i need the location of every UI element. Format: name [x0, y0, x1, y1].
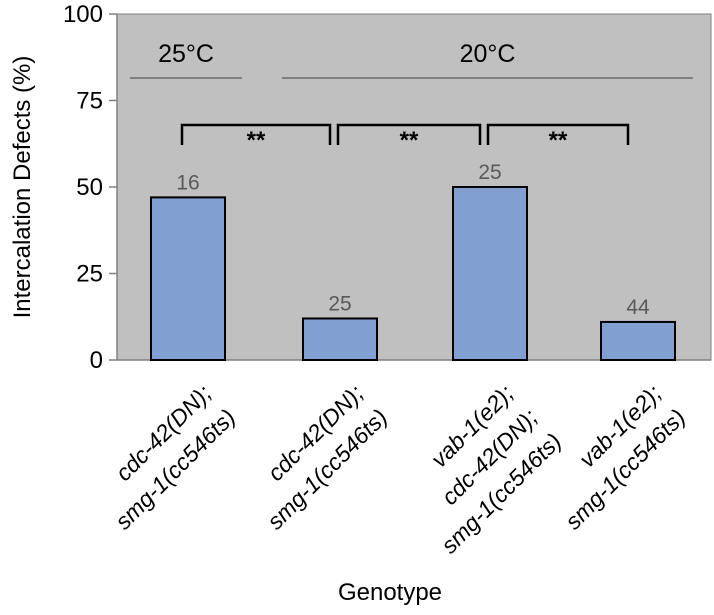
significance-label: ** [247, 127, 266, 154]
x-category-label: vab-1(e2);smg-1(cc546ts) [560, 380, 690, 534]
y-tick-label: 75 [76, 88, 103, 115]
x-category-label: cdc-42(DN);smg-1(cc546ts) [110, 380, 240, 534]
bar [600, 320, 676, 362]
bar-n-label: 44 [626, 296, 650, 319]
bar [452, 186, 528, 361]
bars: 16 25 25 44 [150, 161, 676, 362]
bar [150, 196, 226, 361]
annotations: 25°C 20°C ** ** ** [130, 40, 693, 154]
bar [302, 317, 378, 362]
y-tick-label: 0 [90, 347, 103, 374]
x-categories: cdc-42(DN);smg-1(cc546ts) cdc-42(DN);smg-… [110, 380, 690, 559]
y-tick-label: 25 [76, 261, 103, 288]
x-category-label: cdc-42(DN);smg-1(cc546ts) [262, 380, 392, 534]
temperature-group-label: 25°C [158, 40, 214, 68]
y-tick-label: 50 [76, 174, 103, 201]
significance-bracket [336, 123, 482, 145]
significance-label: ** [400, 127, 419, 154]
significance-label: ** [549, 127, 568, 154]
bar-n-label: 25 [478, 161, 501, 184]
x-category-label: vab-1(e2);cdc-42(DN);smg-1(cc546ts) [426, 380, 567, 559]
significance-bracket [180, 123, 332, 145]
x-axis-title: Genotype [338, 579, 442, 606]
y-tick-label: 100 [63, 1, 103, 28]
temperature-group-label: 20°C [460, 40, 516, 68]
significance-bracket [486, 123, 630, 145]
bar-n-label: 16 [176, 171, 199, 194]
bar-n-label: 25 [328, 292, 351, 315]
y-axis-title: Intercalation Defects (%) [9, 56, 36, 319]
